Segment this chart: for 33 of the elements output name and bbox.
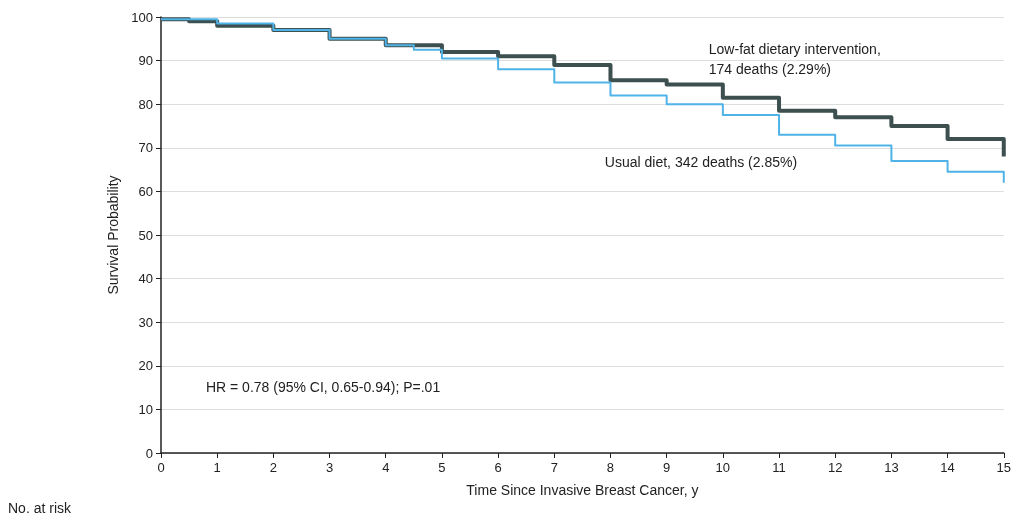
x-tick-label: 5 [438,460,446,475]
x-tick-label: 10 [715,460,731,475]
x-tick-label: 12 [827,460,843,475]
x-tick-label: 3 [325,460,334,475]
y-tick-label: 40 [138,271,153,287]
y-tick-label: 10 [138,401,153,417]
x-axis-title: Time Since Invasive Breast Cancer, y [466,482,699,498]
x-tick-label: 2 [269,460,277,475]
y-tick-label: 100 [131,9,153,25]
y-tick-label: 20 [138,358,153,374]
y-tick-label: 80 [138,96,153,112]
y-tick-label: 30 [138,314,153,330]
x-tick-label: 13 [884,460,899,475]
x-tick-label: 9 [663,460,671,475]
text: No. at risk [8,500,73,516]
x-tick-label: 6 [494,460,502,475]
x-tick-label: 1 [213,460,221,475]
x-tick-label: 4 [382,460,390,475]
x-tick-label: 14 [940,460,955,475]
y-tick-label: 60 [138,183,153,199]
y-tick-label: 70 [138,140,153,156]
annotation: HR = 0.78 (95% CI, 0.65-0.94); P=.01 [205,378,441,395]
x-tick-label: 11 [772,460,786,475]
x-tick-label: 0 [157,460,165,475]
annotation: Usual diet, 342 deaths (2.85%) [604,154,798,171]
y-tick-label: 50 [138,227,153,243]
x-tick-label: 7 [550,460,558,475]
y-tick-label: 0 [145,445,153,461]
y-axis-title: Survival Probability [105,175,122,295]
annotation: Low-fat dietary intervention, 174 deaths (2.29%) [708,40,881,77]
x-tick-label: 15 [996,460,1011,475]
y-tick-label: 90 [138,53,153,69]
x-tick-label: 8 [606,460,615,475]
